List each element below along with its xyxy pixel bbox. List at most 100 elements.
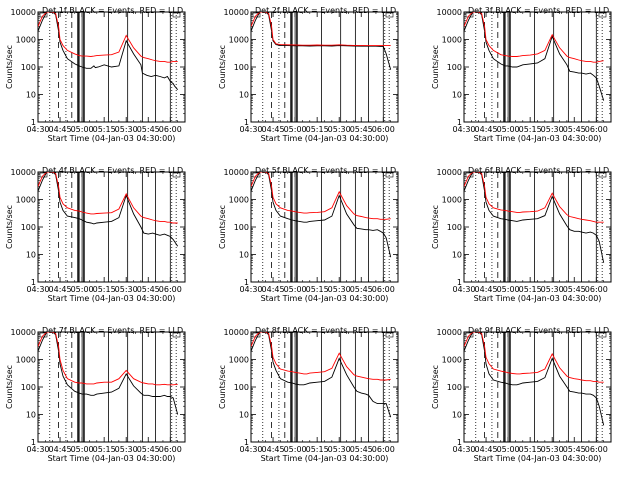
x-tick-label: 04:45 (262, 125, 285, 134)
x-tick-label: 05:15 (519, 125, 542, 134)
x-tick-label: 04:45 (475, 125, 498, 134)
y-tick-label: 10000 (437, 328, 462, 337)
corner-marker-box (172, 172, 181, 178)
y-tick-label: 10 (452, 251, 462, 260)
y-tick-label: 10 (26, 91, 36, 100)
x-tick-label: 05:30 (541, 285, 564, 294)
x-tick-label: 06:00 (372, 285, 395, 294)
x-axis-label: Start Time (04-Jan-03 04:30:00) (48, 294, 176, 303)
y-tick-label: 1 (31, 438, 36, 447)
y-axis-label: Counts/sec (5, 45, 14, 89)
x-tick-label: 04:30 (239, 445, 262, 454)
corner-marker-box (252, 332, 261, 338)
y-axis-label: Counts/sec (5, 205, 14, 249)
series-line-lld (251, 12, 391, 47)
x-tick-label: 05:00 (497, 125, 520, 134)
x-tick-label: 05:15 (93, 285, 116, 294)
x-tick-label: 06:00 (585, 285, 608, 294)
x-tick-label: 05:45 (563, 125, 586, 134)
x-tick-label: 06:00 (159, 125, 182, 134)
y-tick-label: 100 (234, 223, 249, 232)
series-line-events (38, 332, 179, 415)
plot-frame (37, 171, 186, 283)
x-tick-label: 05:15 (93, 445, 116, 454)
y-tick-label: 1000 (442, 196, 462, 205)
chart-title: Det 9f BLACK = Events, RED = LLD (468, 326, 609, 335)
y-tick-label: 10000 (11, 168, 36, 177)
x-tick-label: 05:45 (137, 285, 160, 294)
corner-marker-box (465, 172, 474, 178)
plot-frame (463, 171, 612, 283)
y-tick-label: 10000 (224, 168, 249, 177)
x-tick-label: 04:30 (452, 445, 475, 454)
series-line-lld (251, 172, 391, 220)
y-tick-label: 10000 (11, 8, 36, 17)
x-tick-label: 04:30 (452, 125, 475, 134)
y-tick-label: 1000 (16, 196, 36, 205)
y-tick-label: 10000 (437, 168, 462, 177)
y-tick-label: 1000 (229, 196, 249, 205)
series-line-events (464, 172, 605, 263)
chart-panel-9: 1 10 100 1000 10000 04:3004:4505:0005:1505:30… (431, 326, 612, 463)
corner-marker-box (172, 12, 181, 18)
x-tick-label: 05:00 (284, 125, 307, 134)
x-tick-label: 04:45 (262, 285, 285, 294)
series-line-events (251, 332, 392, 418)
y-tick-label: 100 (447, 223, 462, 232)
corner-marker-box (465, 332, 474, 338)
y-tick-label: 1000 (16, 36, 36, 45)
x-tick-label: 04:45 (49, 125, 72, 134)
y-axis-label: Counts/sec (218, 365, 227, 409)
chart-title: Det 5f BLACK = Events, RED = LLD (255, 166, 396, 175)
y-tick-label: 1 (31, 278, 36, 287)
y-tick-label: 1 (31, 118, 36, 127)
y-tick-label: 10 (239, 411, 249, 420)
x-axis-label: Start Time (04-Jan-03 04:30:00) (474, 294, 602, 303)
series-line-events (464, 12, 605, 101)
x-tick-label: 05:30 (328, 285, 351, 294)
x-axis-label: Start Time (04-Jan-03 04:30:00) (48, 134, 176, 143)
x-tick-label: 05:00 (71, 285, 94, 294)
x-tick-label: 04:30 (26, 445, 49, 454)
y-tick-label: 1000 (442, 356, 462, 365)
series-line-lld (38, 12, 178, 63)
x-tick-label: 05:15 (519, 445, 542, 454)
x-tick-label: 05:45 (350, 445, 373, 454)
y-tick-label: 10 (26, 251, 36, 260)
y-tick-label: 10 (26, 411, 36, 420)
y-tick-label: 1 (244, 438, 249, 447)
x-tick-label: 05:15 (306, 445, 329, 454)
series-line-events (464, 332, 605, 426)
y-tick-label: 100 (447, 63, 462, 72)
series-line-lld (251, 332, 391, 381)
y-tick-label: 10 (452, 91, 462, 100)
y-tick-label: 100 (447, 383, 462, 392)
series-line-events (251, 172, 392, 258)
plot-frame (250, 331, 399, 443)
y-tick-label: 100 (21, 223, 36, 232)
x-tick-label: 06:00 (585, 445, 608, 454)
x-tick-label: 04:45 (49, 285, 72, 294)
chart-panel-8: 1 10 100 1000 10000 04:3004:4505:0005:1505:30… (218, 326, 399, 463)
corner-marker-box (598, 172, 607, 178)
x-tick-label: 05:15 (306, 125, 329, 134)
series-line-events (38, 172, 179, 247)
chart-panel-2: 1 10 100 1000 10000 04:3004:4505:0005:1505:30… (218, 6, 399, 143)
x-axis-label: Start Time (04-Jan-03 04:30:00) (261, 454, 389, 463)
y-tick-label: 100 (234, 383, 249, 392)
chart-panel-4: 1 10 100 1000 10000 04:3004:4505:0005:1505:30… (5, 166, 186, 303)
x-tick-label: 04:30 (239, 285, 262, 294)
y-axis-label: Counts/sec (5, 365, 14, 409)
y-tick-label: 1000 (229, 36, 249, 45)
y-tick-label: 1 (244, 118, 249, 127)
corner-marker-box (385, 12, 394, 18)
x-tick-label: 05:30 (541, 445, 564, 454)
series-line-lld (38, 332, 178, 386)
x-tick-label: 06:00 (372, 125, 395, 134)
y-tick-label: 10000 (11, 328, 36, 337)
x-tick-label: 05:30 (115, 445, 138, 454)
x-axis-label: Start Time (04-Jan-03 04:30:00) (261, 294, 389, 303)
corner-marker-box (598, 12, 607, 18)
chart-title: Det 6f BLACK = Events, RED = LLD (468, 166, 609, 175)
